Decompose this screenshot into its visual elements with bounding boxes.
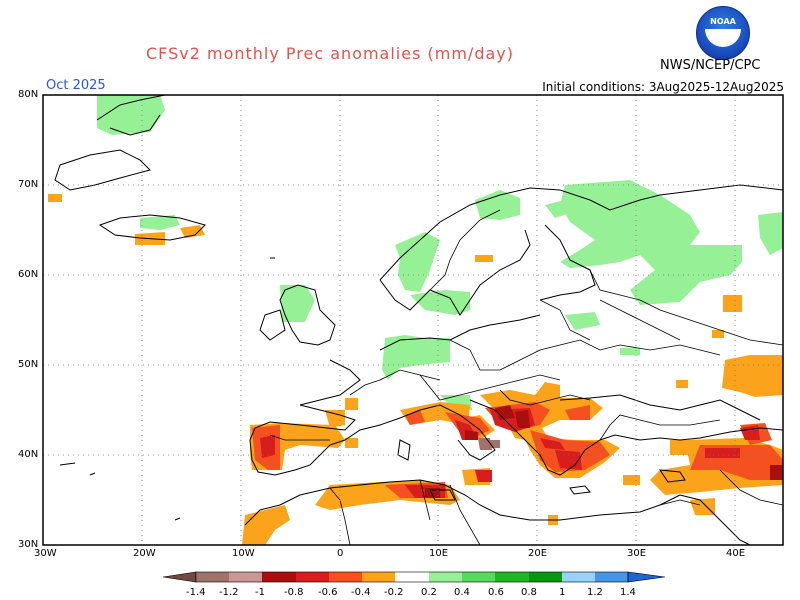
colorbar-arrow-left xyxy=(162,571,197,583)
lon-label: 0 xyxy=(337,548,344,559)
lat-label: 40N xyxy=(18,449,39,460)
lon-label: 40E xyxy=(726,548,746,559)
colorbar xyxy=(162,571,666,583)
colorbar-label: -0.2 xyxy=(384,587,404,598)
colorbar-label: 1.2 xyxy=(587,587,603,598)
lon-label: 30W xyxy=(34,548,57,559)
colorbar-label: -1.2 xyxy=(219,587,239,598)
initial-conditions: Initial conditions: 3Aug2025-12Aug2025 xyxy=(542,80,784,94)
lat-label: 30N xyxy=(18,539,39,550)
lon-label: 20W xyxy=(133,548,156,559)
anomaly-shading xyxy=(48,95,783,545)
map-gridlines xyxy=(43,95,783,545)
colorbar-swatch xyxy=(362,572,395,582)
colorbar-label: -0.6 xyxy=(318,587,338,598)
agency-label: NWS/NCEP/CPC xyxy=(660,58,761,73)
colorbar-label: 1 xyxy=(559,587,566,598)
colorbar-swatch xyxy=(329,572,362,582)
lat-label: 70N xyxy=(18,179,39,190)
noaa-logo: NOAA xyxy=(696,6,750,60)
colorbar-label: -0.8 xyxy=(284,587,304,598)
colorbar-swatch xyxy=(262,572,296,582)
lon-label: 20E xyxy=(528,548,548,559)
colorbar-swatch xyxy=(562,572,595,582)
coastlines xyxy=(54,95,783,545)
colorbar-swatch xyxy=(595,572,628,582)
month-label: Oct 2025 xyxy=(46,78,106,93)
lon-label: 10E xyxy=(429,548,449,559)
colorbar-label: 1.4 xyxy=(620,587,636,598)
colorbar-label: 0.6 xyxy=(488,587,504,598)
colorbar-swatch xyxy=(229,572,262,582)
colorbar-swatch xyxy=(196,572,229,582)
colorbar-label: 0.8 xyxy=(521,587,537,598)
colorbar-label: 0.2 xyxy=(421,587,437,598)
noaa-bird-icon xyxy=(705,29,741,47)
colorbar-arrow-right xyxy=(627,571,666,583)
colorbar-swatch xyxy=(495,572,529,582)
colorbar-label: 0.4 xyxy=(454,587,470,598)
colorbar-label: -1.4 xyxy=(186,587,206,598)
colorbar-swatch xyxy=(429,572,462,582)
lat-label: 50N xyxy=(18,359,39,370)
colorbar-swatch xyxy=(462,572,495,582)
colorbar-swatch xyxy=(529,572,562,582)
lat-label: 80N xyxy=(18,89,39,100)
lon-label: 30E xyxy=(627,548,647,559)
colorbar-swatch xyxy=(395,572,429,582)
colorbar-label: -1 xyxy=(255,587,265,598)
colorbar-label: -0.4 xyxy=(351,587,371,598)
logo-text: NOAA xyxy=(710,17,736,26)
lon-label: 10W xyxy=(232,548,255,559)
map-frame xyxy=(42,94,784,546)
colorbar-swatch xyxy=(296,572,329,582)
lat-label: 60N xyxy=(18,269,39,280)
country-borders xyxy=(269,209,783,545)
chart-title: CFSv2 monthly Prec anomalies (mm/day) xyxy=(146,44,514,63)
